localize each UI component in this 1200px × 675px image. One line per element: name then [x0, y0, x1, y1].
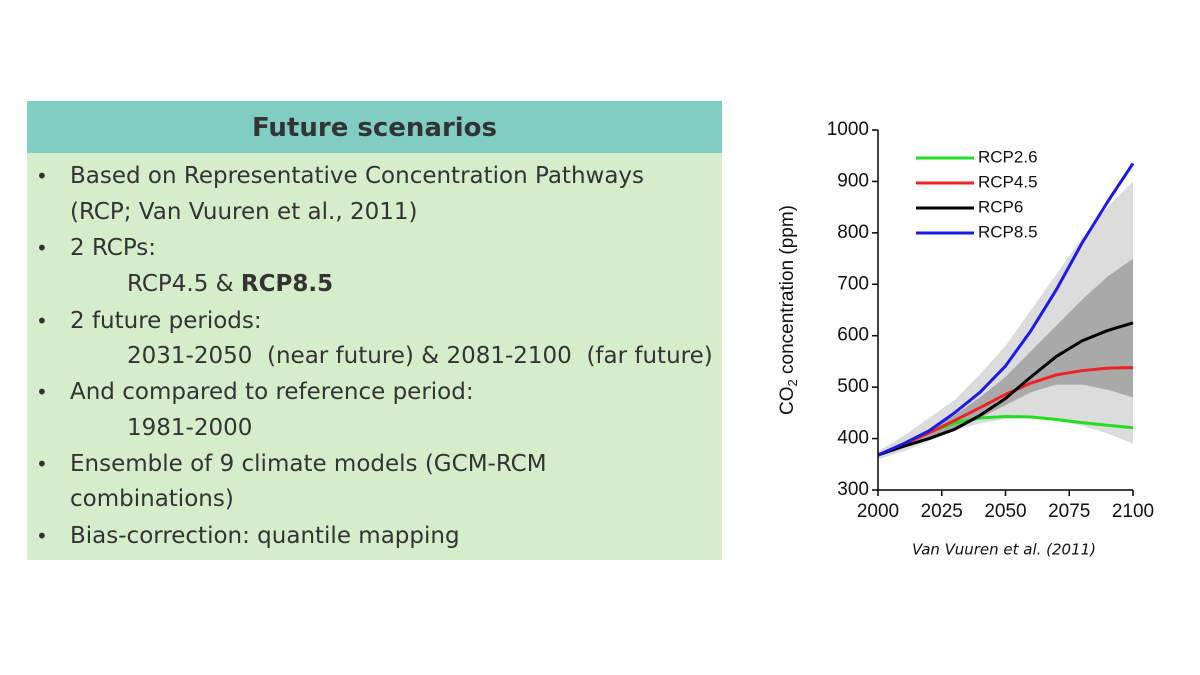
y-tick-label: 300 — [837, 479, 869, 500]
y-tick-label: 600 — [837, 325, 869, 346]
uncertainty-band — [878, 181, 1133, 460]
bullet: • — [36, 164, 48, 188]
text-line: 1981-2000 — [127, 415, 253, 441]
y-label-sub: 2 — [785, 379, 800, 386]
series-line — [877, 162, 1135, 457]
text-line: Ensemble of 9 climate models (GCM-RCM — [70, 451, 547, 477]
text-run: RCP4.5 & — [127, 271, 241, 297]
text-line: Bias-correction: quantile mapping — [70, 523, 460, 549]
text-line: combinations) — [70, 486, 234, 512]
x-tick-label: 2075 — [1048, 501, 1090, 522]
series-line — [877, 321, 1134, 457]
bullet: • — [36, 380, 48, 404]
text-line: 2 future periods: — [70, 308, 262, 334]
text-panel: Future scenarios • Based on Representati… — [27, 101, 722, 560]
y-label-main: CO — [777, 386, 798, 415]
panel-title: Future scenarios — [27, 101, 722, 153]
bold-run: RCP8.5 — [240, 271, 334, 297]
legend-label: RCP2.6 — [978, 147, 1038, 166]
legend-label: RCP6 — [978, 197, 1023, 216]
text-line: 2 RCPs: — [70, 235, 157, 261]
bullet: • — [36, 309, 48, 333]
x-tick-label: 2050 — [984, 501, 1026, 522]
chart: CO2 concentration (ppm) Van Vuuren et al… — [777, 119, 1154, 559]
uncertainty-band — [878, 258, 1133, 457]
x-tick-label: 2100 — [1112, 501, 1154, 522]
legend-label: RCP4.5 — [978, 172, 1038, 191]
legend-label: RCP8.5 — [978, 222, 1038, 241]
bullet: • — [36, 452, 48, 476]
caption: Van Vuuren et al. (2011) — [912, 541, 1096, 559]
bullet: • — [36, 236, 48, 260]
bullet: • — [36, 524, 48, 548]
text-line: And compared to reference period: — [70, 379, 474, 405]
y-tick-label: 1000 — [827, 119, 869, 140]
text-line: RCP4.5 & RCP8.5 — [127, 269, 333, 299]
text-line: Based on Representative Concentration Pa… — [70, 163, 645, 189]
y-tick-label: 400 — [837, 428, 869, 449]
y-tick-label: 700 — [837, 273, 869, 294]
y-tick-label: 500 — [837, 376, 869, 397]
y-tick-label: 800 — [837, 222, 869, 243]
text-line: (RCP; Van Vuuren et al., 2011) — [70, 199, 418, 225]
y-tick-label: 900 — [837, 170, 869, 191]
y-label-rest: concentration (ppm) — [777, 205, 798, 379]
x-tick-label: 2025 — [921, 501, 963, 522]
y-axis-label: CO2 concentration (ppm) — [777, 205, 800, 415]
text-line: 2031-2050 (near future) & 2081-2100 (far… — [127, 343, 713, 369]
x-tick-label: 2000 — [857, 501, 899, 522]
